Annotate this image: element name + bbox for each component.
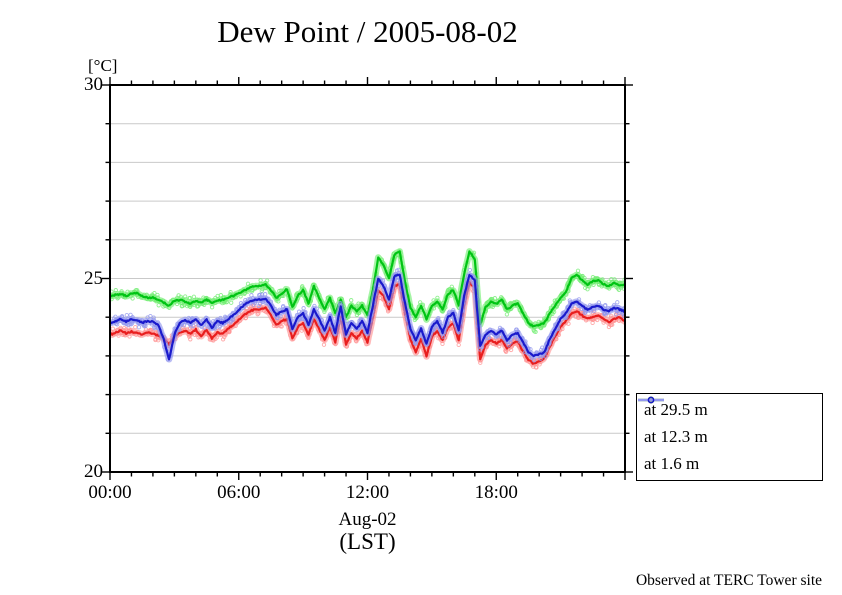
legend-entry-at-12-3-m: at 12.3 m bbox=[638, 396, 822, 450]
x-tick-label-1800: 18:00 bbox=[474, 482, 518, 503]
x-tick-label-0000: 00:00 bbox=[88, 482, 132, 503]
legend-entry-label: at 12.3 m bbox=[644, 426, 708, 446]
data-series-group bbox=[110, 248, 625, 370]
series-line bbox=[110, 280, 625, 365]
x-tick-label-0600: 06:00 bbox=[217, 482, 261, 503]
x-tick-label-1200: 12:00 bbox=[345, 482, 390, 503]
legend-entry-label: at 29.5 m bbox=[644, 399, 708, 419]
footer-annotations: Observed at TERC Tower site Created Auto… bbox=[393, 533, 822, 595]
legend-box: at 29.5 m at 12.3 m at 1.6 m bbox=[636, 393, 823, 481]
legend-entry-at-29-5-m: at 29.5 m bbox=[638, 396, 822, 423]
chart-title: Dew Point / 2005-08-02 bbox=[217, 14, 518, 49]
series-at-1-6-m bbox=[110, 267, 625, 363]
legend-entry-label: at 1.6 m bbox=[644, 454, 700, 474]
legend-entry-at-1-6-m: at 1.6 m bbox=[638, 396, 822, 477]
y-tick-label-25: 25 bbox=[84, 267, 103, 289]
y-tick-label-20: 20 bbox=[84, 461, 103, 482]
x-axis-date-label: Aug-02 bbox=[338, 509, 397, 530]
footer-observed-line: Observed at TERC Tower site bbox=[635, 572, 822, 589]
y-axis-unit-label: [°C] bbox=[88, 56, 118, 75]
series-line bbox=[110, 273, 625, 361]
axis-ticks bbox=[102, 77, 633, 480]
y-tick-label-30: 30 bbox=[84, 74, 103, 95]
x-axis-timezone-label: (LST) bbox=[339, 529, 396, 554]
legend-marker-icon bbox=[638, 396, 664, 404]
